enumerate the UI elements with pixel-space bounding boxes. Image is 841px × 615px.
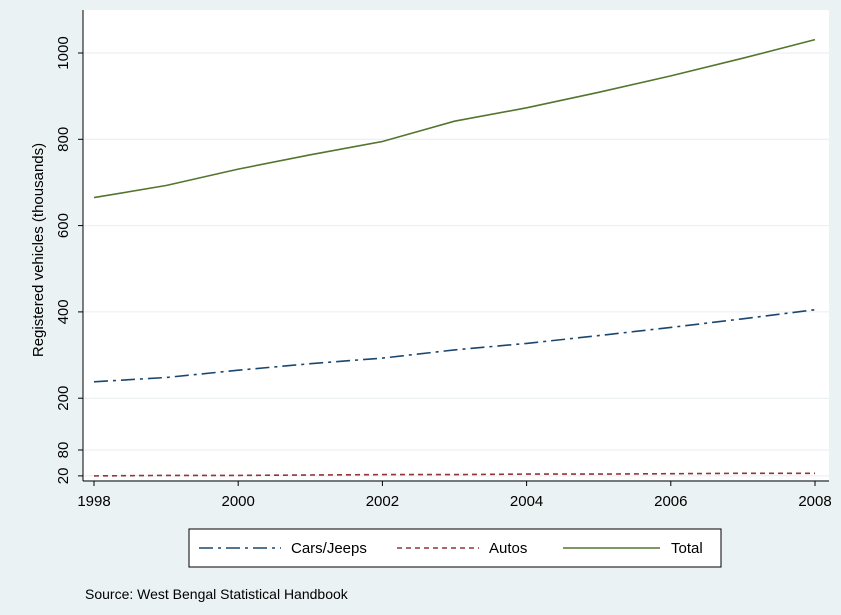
- y-tick-label: 600: [55, 213, 72, 238]
- series-line-autos: [93, 472, 815, 477]
- y-tick-label: 200: [55, 386, 72, 411]
- y-ticks: 20 80 200 400 600 800 1000: [55, 36, 83, 484]
- x-tick-label: 2008: [798, 493, 831, 510]
- y-axis-title: Registered vehicles (thousands): [30, 143, 47, 357]
- series-line-cars-jeeps: [93, 308, 816, 383]
- series-line-total: [93, 38, 816, 199]
- y-tick-label: 400: [55, 299, 72, 324]
- legend-label: Cars/Jeeps: [291, 540, 367, 557]
- x-ticks: 1998 2000 2002 2004 2006 2008: [77, 481, 832, 510]
- y-tick-label: 800: [55, 127, 72, 152]
- x-tick-label: 1998: [77, 493, 110, 510]
- x-tick-label: 2000: [222, 493, 255, 510]
- x-tick-label: 2002: [366, 493, 399, 510]
- gridlines: [84, 52, 829, 477]
- x-tick-label: 2004: [510, 493, 543, 510]
- y-tick-label: 20: [55, 468, 72, 485]
- y-tick-label: 1000: [55, 36, 72, 69]
- legend-label: Total: [671, 540, 703, 557]
- series-lines: [93, 38, 816, 477]
- y-tick-label: 80: [55, 442, 72, 459]
- legend: Cars/Jeeps Autos Total: [199, 540, 703, 557]
- legend-label: Autos: [489, 540, 527, 557]
- plot-area: [83, 10, 829, 480]
- x-tick-label: 2006: [654, 493, 687, 510]
- source-note: Source: West Bengal Statistical Handbook: [85, 586, 349, 602]
